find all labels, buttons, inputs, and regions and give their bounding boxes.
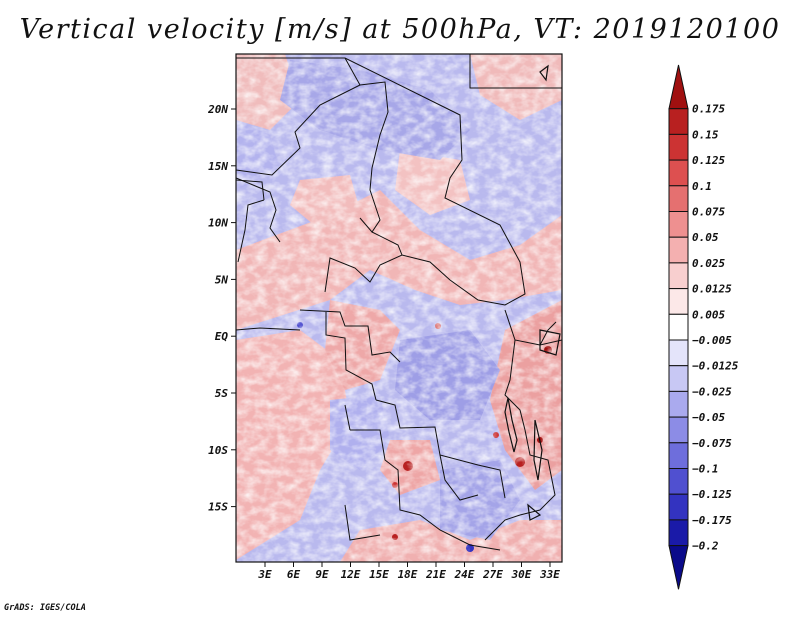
lat-tick-label: 20N — [207, 103, 228, 116]
lat-tick-label: 15N — [208, 160, 228, 173]
colorbar-swatch — [668, 313, 689, 341]
lon-tick-label: 3E — [257, 568, 272, 581]
colorbar-label: 0.15 — [692, 128, 719, 141]
lat-tick-label: 5S — [215, 387, 229, 400]
lat-tick-label: 5N — [215, 273, 229, 286]
colorbar-swatch — [668, 288, 689, 315]
velocity-field — [236, 54, 562, 562]
colorbar-label: −0.005 — [692, 334, 732, 347]
colorbar-swatch — [668, 211, 689, 238]
colorbar-label: −0.1 — [692, 463, 719, 476]
colorbar-swatch — [668, 519, 689, 547]
lon-tick-label: 15E — [369, 568, 389, 581]
map-frame — [235, 53, 563, 563]
colorbar-swatch — [668, 442, 689, 469]
colorbar-swatch — [668, 262, 689, 290]
colorbar: 0.175 0.15 0.125 0.1 0.075 0.05 0.025 0.0125 0.0… — [668, 64, 739, 590]
latitude-axis: 20N 15N 10N 5N EQ 5S 10S 15S — [207, 103, 236, 514]
colorbar-label: 0.175 — [692, 103, 725, 116]
colorbar-swatch — [668, 236, 689, 264]
colorbar-label: −0.175 — [692, 514, 732, 527]
longitude-axis: 3E 6E 9E 12E 15E 18E 21E 24E 27E 30E 33E — [257, 562, 560, 581]
colorbar-label: −0.05 — [692, 411, 725, 424]
lon-tick-label: 24E — [454, 568, 475, 581]
colorbar-swatch — [668, 493, 689, 521]
credit-label: GrADS: IGES/COLA — [4, 603, 86, 613]
colorbar-swatch — [668, 64, 689, 110]
lon-tick-label: 30E — [511, 568, 532, 581]
lat-tick-label: EQ — [215, 330, 229, 343]
lon-tick-label: 9E — [315, 568, 329, 581]
lat-tick-label: 10S — [208, 444, 228, 457]
colorbar-swatch — [668, 545, 689, 590]
colorbar-swatch — [668, 468, 689, 495]
colorbar-swatch — [668, 159, 689, 187]
colorbar-swatch — [668, 133, 689, 161]
lon-tick-label: 12E — [341, 568, 361, 581]
colorbar-label: 0.005 — [692, 308, 725, 321]
map-title: Vertical velocity [m/s] at 500hPa, VT: 2… — [19, 14, 781, 45]
country-borders — [236, 54, 562, 551]
colorbar-label: −0.075 — [692, 437, 732, 450]
colorbar-label: 0.025 — [692, 257, 725, 270]
lon-tick-label: 18E — [398, 568, 418, 581]
colorbar-label: 0.075 — [692, 206, 725, 219]
colorbar-label: 0.05 — [692, 231, 719, 244]
colorbar-swatch — [668, 416, 689, 444]
lon-tick-label: 6E — [287, 568, 301, 581]
colorbar-label: −0.125 — [692, 488, 732, 501]
colorbar-swatch — [668, 108, 689, 135]
lon-tick-label: 21E — [425, 568, 446, 581]
colorbar-label: 0.1 — [692, 180, 712, 193]
colorbar-label: 0.0125 — [692, 283, 732, 296]
colorbar-label: −0.2 — [692, 540, 719, 553]
colorbar-swatch — [668, 365, 689, 392]
map-plot-area: 20N 15N 10N 5N EQ 5S 10S 15S 3E 6E 9E 12E 15E 18E 21E… — [207, 53, 563, 581]
colorbar-label: −0.0125 — [692, 360, 739, 373]
lat-tick-label: 15S — [208, 501, 228, 514]
lon-tick-label: 33E — [539, 568, 560, 581]
colorbar-swatch — [668, 185, 689, 213]
lake-outlines — [504, 64, 561, 521]
lat-tick-label: 10N — [208, 217, 228, 230]
colorbar-label: −0.025 — [692, 385, 732, 398]
colorbar-swatch — [668, 390, 689, 418]
lon-tick-label: 27E — [482, 568, 503, 581]
colorbar-swatch — [668, 339, 689, 367]
colorbar-label: 0.125 — [692, 154, 725, 167]
